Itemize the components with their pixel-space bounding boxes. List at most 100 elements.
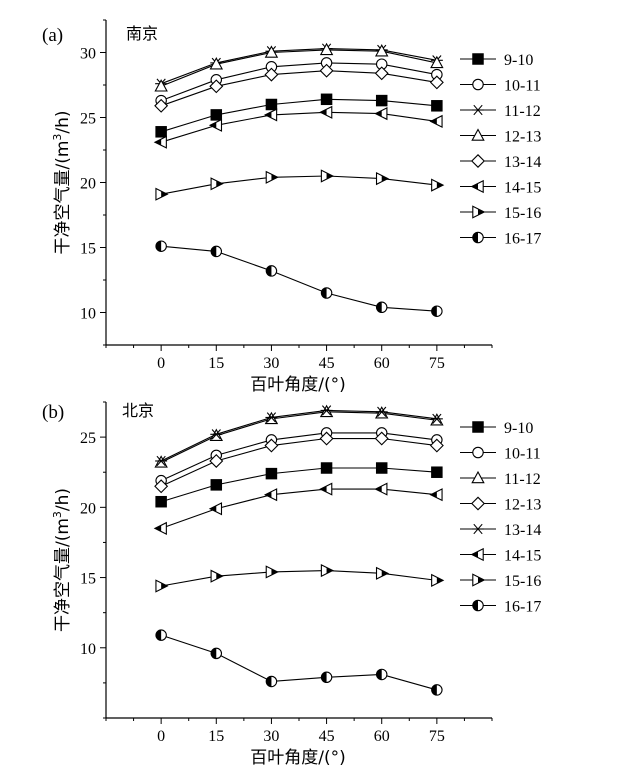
panel-label: (b) (42, 402, 64, 423)
data-point (210, 429, 223, 440)
x-axis-label: 百叶角度/(°) (250, 375, 346, 395)
data-point (431, 178, 445, 192)
x-tick-label: 0 (157, 355, 165, 372)
data-point (264, 45, 279, 58)
legend-label: 11-12 (504, 471, 541, 488)
y-tick-label: 15 (80, 571, 96, 588)
legend-item: 10-11 (460, 446, 541, 463)
x-tick-label: 45 (319, 355, 335, 372)
data-point (154, 98, 169, 113)
series-line (160, 70, 437, 107)
data-point (375, 301, 388, 314)
legend-item: 12-13 (460, 128, 541, 146)
data-point (374, 107, 388, 121)
y-tick-label: 15 (80, 241, 96, 258)
data-point (155, 126, 167, 138)
data-point (320, 169, 335, 183)
legend-marker (470, 179, 484, 194)
data-point (374, 482, 388, 496)
data-point (320, 287, 333, 299)
data-point (263, 108, 278, 122)
series-14-15 (153, 482, 443, 535)
data-point (210, 647, 223, 660)
data-point (431, 684, 443, 696)
legend-item: 12-13 (460, 497, 541, 514)
data-point (265, 170, 279, 184)
series-13-14 (154, 63, 444, 113)
data-point (210, 479, 223, 491)
data-point (154, 79, 168, 92)
data-point (155, 579, 169, 593)
data-point (210, 109, 223, 121)
data-point (265, 467, 278, 480)
data-point (208, 118, 223, 132)
data-point (431, 305, 443, 317)
data-point (209, 454, 224, 468)
legend-item: 15-16 (460, 205, 541, 222)
series-9-10 (155, 462, 443, 508)
legend-item: 9-10 (460, 420, 533, 437)
legend-item: 11-12 (460, 103, 541, 120)
data-point (375, 406, 388, 417)
x-tick-label: 75 (429, 355, 445, 372)
series-12-13 (154, 42, 444, 92)
legend-label: 16-17 (504, 231, 541, 248)
data-point (431, 466, 443, 478)
panel-title: 北京 (122, 401, 154, 420)
data-point (263, 488, 278, 502)
y-axis-label-superscript: 3 (51, 134, 64, 141)
legend-marker (471, 128, 485, 141)
data-point (155, 455, 168, 467)
chart-panel-1: (b) 北京 10 15 20 25 0 15 30 45 60 75 百叶角度/(°) 干净空气量/(m… (42, 401, 541, 768)
legend-marker (472, 78, 484, 91)
data-point (429, 75, 444, 90)
x-tick-label: 30 (263, 728, 279, 745)
legend-item: 13-14 (460, 154, 541, 171)
legend-marker (472, 205, 486, 219)
legend-marker (472, 231, 484, 244)
data-point (265, 265, 278, 277)
legend-label: 12-13 (504, 129, 541, 146)
data-point (319, 42, 334, 56)
series-12-13 (154, 431, 444, 494)
legend-item: 14-15 (460, 180, 541, 197)
data-point (320, 93, 333, 106)
series-16-17 (155, 240, 443, 317)
data-point (208, 502, 223, 516)
legend-marker (472, 446, 484, 459)
legend-label: 13-14 (504, 154, 541, 171)
x-tick-label: 30 (263, 355, 279, 372)
data-point (153, 135, 167, 149)
series-16-17 (155, 629, 443, 696)
legend-marker (472, 599, 484, 612)
legend-marker (471, 470, 485, 484)
series-14-15 (153, 105, 443, 149)
panel-title: 南京 (126, 24, 158, 43)
x-tick-label: 60 (374, 355, 390, 372)
data-point (320, 462, 333, 474)
data-point (429, 438, 444, 453)
legend-label: 10-11 (504, 446, 541, 463)
data-point (429, 114, 443, 128)
legend-marker (471, 496, 485, 511)
data-point (155, 629, 167, 641)
x-tick-label: 15 (208, 355, 224, 372)
legend-item: 9-10 (460, 52, 533, 69)
series-line (160, 48, 437, 85)
data-point (374, 44, 389, 57)
data-point (319, 431, 334, 446)
legend-label: 12-13 (504, 497, 541, 514)
x-tick-label: 45 (319, 728, 335, 745)
y-axis-label: 干净空气量/(m3/h) (51, 488, 73, 632)
data-point (209, 57, 224, 70)
legend-item: 11-12 (460, 470, 541, 488)
series-line (161, 569, 437, 587)
data-point (265, 565, 279, 579)
legend-item: 16-17 (460, 231, 541, 248)
data-point (430, 413, 443, 425)
y-axis-label-main: 干净空气量/(m (53, 518, 73, 632)
series-line (160, 409, 437, 462)
y-tick-label: 25 (80, 430, 96, 447)
y-axis-label-unit: /h) (53, 488, 73, 511)
data-point (155, 240, 167, 252)
